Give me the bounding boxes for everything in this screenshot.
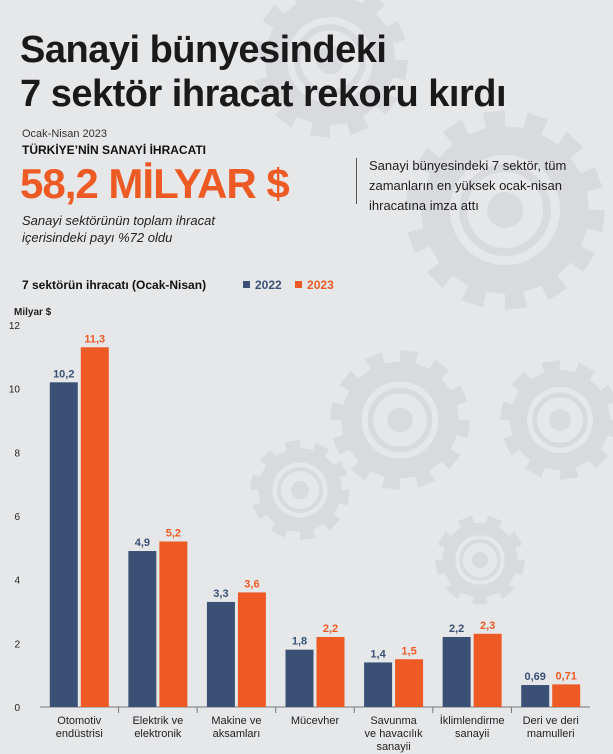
y-tick-label: 4 bbox=[14, 576, 20, 587]
title-line-1: Sanayi bünyesindeki bbox=[20, 29, 387, 71]
bar-2023 bbox=[473, 633, 502, 707]
bar-2023 bbox=[80, 347, 109, 707]
gear-icon bbox=[252, 0, 408, 138]
data-label-2023: 3,6 bbox=[244, 578, 259, 590]
legend-swatch-2022 bbox=[243, 281, 250, 288]
chart-legend: 2022 2023 bbox=[243, 278, 344, 292]
y-tick-label: 10 bbox=[9, 385, 21, 396]
data-label-2022: 2,2 bbox=[449, 623, 464, 635]
bar-chart: Milyar $ 0 2 4 6 8 10 12 10,2 11,3 Otomotiv endüstr… bbox=[9, 307, 590, 753]
x-tick-label: Mücevher bbox=[291, 715, 340, 727]
data-label-2022: 3,3 bbox=[213, 588, 228, 600]
bar-2023 bbox=[395, 659, 424, 707]
chart-title: 7 sektörün ihracatı (Ocak-Nisan) bbox=[22, 278, 207, 292]
x-tick-label: İklimlendirme sanayii bbox=[440, 714, 505, 740]
x-tick-label: Makine ve aksamları bbox=[211, 715, 261, 740]
bar-2022 bbox=[364, 662, 393, 707]
bar-2023 bbox=[237, 592, 266, 707]
title-line-2: 7 sektör ihracat rekoru kırdı bbox=[20, 73, 507, 115]
data-label-2023: 2,3 bbox=[480, 620, 495, 632]
legend-swatch-2023 bbox=[295, 281, 303, 288]
bar-2023 bbox=[552, 684, 581, 707]
x-tick-label: Savunma ve havacılık sanayii bbox=[365, 715, 424, 753]
data-label-2023: 5,2 bbox=[166, 527, 181, 539]
bar-2022 bbox=[206, 601, 235, 707]
share-note: Sanayi sektörünün toplam ihracat içerisi… bbox=[22, 213, 215, 245]
bar-2022 bbox=[128, 551, 157, 707]
data-label-2023: 1,5 bbox=[401, 645, 416, 657]
bar-2022 bbox=[442, 636, 471, 707]
legend-label-2023: 2023 bbox=[307, 278, 334, 292]
x-tick-label: Deri ve deri mamulleri bbox=[523, 715, 579, 740]
legend-item-2023: 2023 bbox=[295, 278, 334, 292]
bar-2023 bbox=[159, 541, 188, 707]
y-tick-label: 6 bbox=[14, 512, 20, 523]
data-label-2022: 1,8 bbox=[292, 636, 307, 648]
data-label-2022: 4,9 bbox=[135, 537, 150, 549]
x-tick-label: Otomotiv endüstrisi bbox=[56, 715, 103, 740]
data-label-2023: 0,71 bbox=[556, 670, 577, 682]
y-axis-label: Milyar $ bbox=[14, 307, 52, 318]
x-tick-label: Elektrik ve elektronik bbox=[132, 715, 183, 740]
bar-2022 bbox=[49, 382, 78, 707]
bar-2023 bbox=[316, 636, 345, 707]
gear-icon bbox=[250, 440, 350, 540]
period-label: Ocak-Nisan 2023 bbox=[22, 128, 107, 140]
export-subheading: TÜRKİYE’NİN SANAYİ İHRACATI bbox=[22, 143, 207, 157]
gear-icon bbox=[500, 360, 613, 480]
gear-icon bbox=[405, 110, 605, 310]
data-label-2023: 11,3 bbox=[84, 333, 105, 345]
divider-line bbox=[356, 158, 357, 204]
legend-item-2022: 2022 bbox=[243, 278, 282, 292]
y-tick-label: 8 bbox=[14, 448, 20, 459]
data-label-2022: 1,4 bbox=[370, 648, 386, 660]
page-title: Sanayi bünyesindeki 7 sektör ihracat rek… bbox=[20, 28, 580, 116]
gear-icon bbox=[435, 515, 525, 605]
y-tick-label: 12 bbox=[9, 321, 21, 332]
data-label-2023: 2,2 bbox=[323, 623, 338, 635]
legend-label-2022: 2022 bbox=[255, 278, 282, 292]
data-label-2022: 0,69 bbox=[525, 671, 546, 683]
y-tick-label: 2 bbox=[14, 639, 20, 650]
bar-2022 bbox=[285, 649, 314, 707]
y-tick-label: 0 bbox=[14, 703, 20, 714]
total-export-value: 58,2 MİLYAR $ bbox=[20, 160, 290, 207]
gear-icon bbox=[330, 350, 470, 490]
bar-2022 bbox=[521, 685, 550, 707]
data-label-2022: 10,2 bbox=[53, 368, 74, 380]
side-note: Sanayi bünyesindeki 7 sektör, tüm zamanl… bbox=[369, 158, 567, 213]
